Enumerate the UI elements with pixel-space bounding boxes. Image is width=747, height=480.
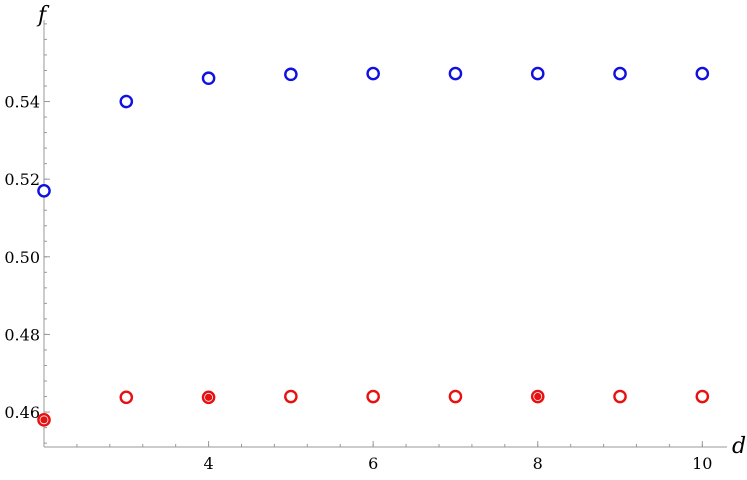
data-point-fill xyxy=(534,392,542,401)
y-tick-label: 0.52 xyxy=(4,170,40,189)
data-point-fill xyxy=(40,416,48,424)
data-point xyxy=(448,66,463,81)
y-tick-label: 0.50 xyxy=(4,248,40,267)
data-point xyxy=(448,389,463,404)
x-axis-label: d xyxy=(732,434,746,459)
axes: 4 6 8 10 0.46 0.48 0.50 0.52 0.54 xyxy=(4,20,727,473)
data-point xyxy=(284,67,298,82)
data-point xyxy=(366,66,380,81)
series-2 xyxy=(37,389,710,427)
data-point xyxy=(695,389,710,404)
data-point xyxy=(201,71,216,86)
y-tick-label: 0.46 xyxy=(4,403,40,422)
data-point xyxy=(119,94,134,109)
data-point xyxy=(530,66,545,81)
y-axis-label: f xyxy=(36,3,50,28)
x-tick-label: 4 xyxy=(203,454,213,473)
data-point xyxy=(613,66,627,81)
data-point xyxy=(366,389,380,404)
y-tick-label: 0.48 xyxy=(4,325,40,344)
x-tick-label: 6 xyxy=(368,454,378,473)
data-point xyxy=(37,183,51,198)
data-point xyxy=(695,66,710,81)
data-point xyxy=(119,390,134,405)
data-point-fill xyxy=(204,393,213,401)
x-tick-label: 10 xyxy=(692,454,712,473)
x-tick-label: 8 xyxy=(533,454,543,473)
series-1 xyxy=(37,66,710,198)
data-points xyxy=(37,66,710,427)
x-ticks: 4 6 8 10 xyxy=(76,441,712,473)
y-tick-label: 0.54 xyxy=(4,93,40,112)
data-point xyxy=(613,389,627,404)
y-ticks: 0.46 0.48 0.50 0.52 0.54 xyxy=(4,23,50,444)
data-point xyxy=(284,389,298,404)
